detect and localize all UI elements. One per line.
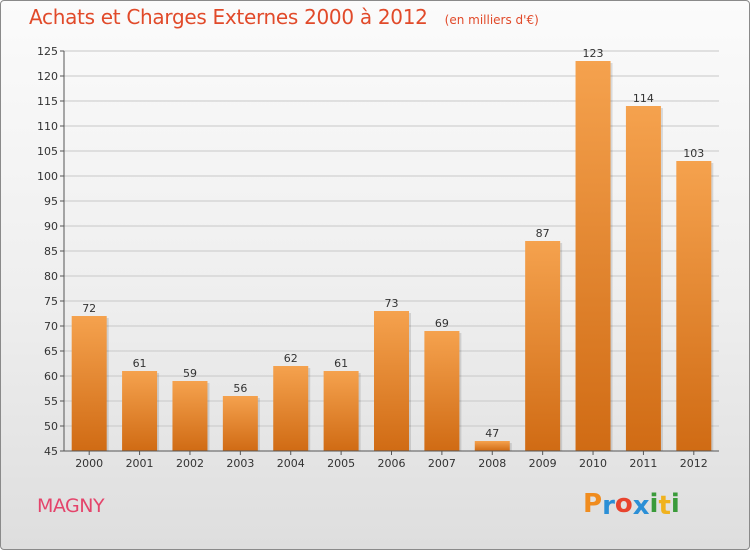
value-label: 61 xyxy=(133,357,147,370)
logo-letter: i xyxy=(649,489,659,519)
bar-2004 xyxy=(273,366,309,451)
y-tick-label: 55 xyxy=(44,395,58,408)
x-tick-label: 2001 xyxy=(126,457,154,470)
y-tick-label: 50 xyxy=(44,420,58,433)
proxiti-logo: Proxiti xyxy=(583,489,680,521)
y-tick-label: 60 xyxy=(44,370,58,383)
x-tick-label: 2002 xyxy=(176,457,204,470)
value-label: 62 xyxy=(284,352,298,365)
x-tick-label: 2009 xyxy=(529,457,557,470)
logo-letter: P xyxy=(583,489,603,519)
value-label: 61 xyxy=(334,357,348,370)
y-tick-label: 85 xyxy=(44,245,58,258)
x-tick-label: 2000 xyxy=(75,457,103,470)
title-row: Achats et Charges Externes 2000 à 2012 (… xyxy=(29,5,539,29)
bar-2003 xyxy=(222,396,258,451)
y-tick-label: 75 xyxy=(44,295,58,308)
bar-2007 xyxy=(424,331,460,451)
labels: 45 50 55 60 65 70 75 80 85 90 95 100 105 110 115 120 125… xyxy=(37,45,708,470)
x-tick-label: 2008 xyxy=(478,457,506,470)
y-tick-label: 65 xyxy=(44,345,58,358)
value-label: 87 xyxy=(536,227,550,240)
value-label: 69 xyxy=(435,317,449,330)
x-tick-label: 2012 xyxy=(680,457,708,470)
bar-2000 xyxy=(71,316,107,451)
y-tick-label: 105 xyxy=(37,145,58,158)
chart-title: Achats et Charges Externes 2000 à 2012 xyxy=(29,5,428,29)
y-tick-label: 45 xyxy=(44,445,58,458)
y-tick-label: 120 xyxy=(37,70,58,83)
x-tick-label: 2006 xyxy=(378,457,406,470)
commune-name: MAGNY xyxy=(37,495,105,517)
axes xyxy=(60,50,719,455)
value-label: 59 xyxy=(183,367,197,380)
value-label: 123 xyxy=(583,47,604,60)
y-tick-label: 95 xyxy=(44,195,58,208)
value-label: 114 xyxy=(633,92,654,105)
bar-2009 xyxy=(525,241,561,451)
value-label: 103 xyxy=(683,147,704,160)
bar-2002 xyxy=(172,381,208,451)
bar-2012 xyxy=(676,161,712,451)
value-label: 56 xyxy=(233,382,247,395)
y-tick-label: 80 xyxy=(44,270,58,283)
value-label: 72 xyxy=(82,302,96,315)
y-tick-label: 110 xyxy=(37,120,58,133)
bars xyxy=(71,61,714,451)
x-tick-label: 2004 xyxy=(277,457,305,470)
bar-2001 xyxy=(122,371,158,451)
logo-letter: x xyxy=(632,491,650,521)
y-tick-label: 70 xyxy=(44,320,58,333)
y-tick-label: 100 xyxy=(37,170,58,183)
x-tick-label: 2005 xyxy=(327,457,355,470)
bar-2005 xyxy=(323,371,359,451)
logo-letter: o xyxy=(614,489,633,519)
x-tick-label: 2011 xyxy=(629,457,657,470)
value-label: 73 xyxy=(385,297,399,310)
bar-2006 xyxy=(374,311,409,451)
bar-2008 xyxy=(474,441,510,451)
y-tick-label: 115 xyxy=(37,95,58,108)
logo-letter: t xyxy=(658,491,671,521)
x-tick-label: 2010 xyxy=(579,457,607,470)
y-tick-label: 125 xyxy=(37,45,58,58)
logo-letter: r xyxy=(602,491,615,521)
x-tick-label: 2007 xyxy=(428,457,456,470)
x-tick-label: 2003 xyxy=(226,457,254,470)
bar-2010 xyxy=(575,61,611,451)
y-tick-label: 90 xyxy=(44,220,58,233)
bar-2011 xyxy=(625,106,661,451)
value-label: 47 xyxy=(485,427,499,440)
logo-letter: i xyxy=(670,489,680,519)
chart-unit: (en milliers d'€) xyxy=(444,13,539,27)
